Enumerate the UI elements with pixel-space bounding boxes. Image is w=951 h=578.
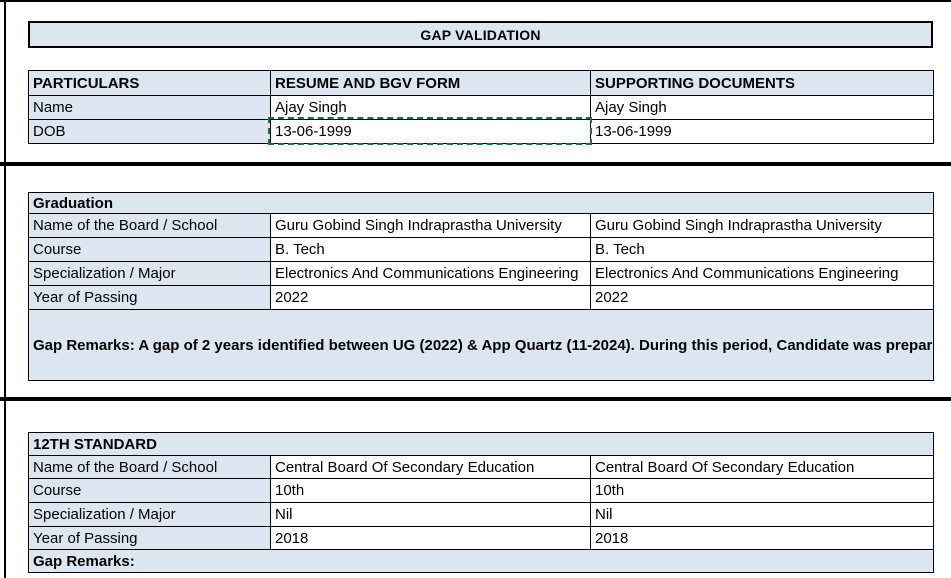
page-title-text: GAP VALIDATION: [420, 26, 541, 43]
dob-supporting-cell[interactable]: 13-06-1999: [590, 119, 934, 144]
twelfth-standard-table: 12TH STANDARD Name of the Board / School…: [27, 432, 935, 573]
page-left-border: [4, 0, 6, 578]
row-label-year-of-passing-12[interactable]: Year of Passing: [28, 526, 271, 550]
page-break-line-2: [0, 397, 951, 401]
column-header-resume-bgv[interactable]: RESUME AND BGV FORM: [270, 70, 591, 96]
row-label-year-of-passing[interactable]: Year of Passing: [28, 285, 271, 310]
name-resume-cell[interactable]: Ajay Singh: [270, 95, 591, 120]
grad-year-resume-cell[interactable]: 2022: [270, 285, 591, 310]
twelfth-specialization-resume-cell[interactable]: Nil: [270, 502, 591, 527]
grad-specialization-resume-cell[interactable]: Electronics And Communications Engineeri…: [270, 261, 591, 286]
grad-course-supporting-cell[interactable]: B. Tech: [590, 237, 934, 262]
row-label-specialization-12[interactable]: Specialization / Major: [28, 502, 271, 527]
page-title: GAP VALIDATION: [28, 21, 933, 48]
graduation-section-header[interactable]: Graduation: [28, 192, 934, 214]
graduation-gap-remarks-cell[interactable]: Gap Remarks: A gap of 2 years identified…: [28, 309, 934, 381]
row-label-name[interactable]: Name: [28, 95, 271, 120]
twelfth-year-resume-cell[interactable]: 2018: [270, 526, 591, 550]
twelfth-course-resume-cell[interactable]: 10th: [270, 478, 591, 503]
row-label-specialization[interactable]: Specialization / Major: [28, 261, 271, 286]
graduation-table: Graduation Name of the Board / School Gu…: [28, 192, 934, 381]
twelfth-year-supporting-cell[interactable]: 2018: [589, 526, 935, 550]
grad-board-supporting-cell[interactable]: Guru Gobind Singh Indraprastha Universit…: [590, 213, 934, 238]
twelfth-gap-remarks-cell[interactable]: Gap Remarks:: [27, 549, 935, 573]
row-label-board-school[interactable]: Name of the Board / School: [28, 213, 271, 238]
row-label-course[interactable]: Course: [28, 237, 271, 262]
grad-course-resume-cell[interactable]: B. Tech: [270, 237, 591, 262]
row-label-course-12[interactable]: Course: [28, 478, 271, 503]
grad-specialization-supporting-cell[interactable]: Electronics And Communications Engineeri…: [590, 261, 934, 286]
twelfth-specialization-supporting-cell[interactable]: Nil: [589, 502, 935, 527]
name-supporting-cell[interactable]: Ajay Singh: [590, 95, 934, 120]
column-header-particulars[interactable]: PARTICULARS: [28, 70, 271, 96]
twelfth-course-supporting-cell[interactable]: 10th: [589, 478, 935, 503]
grad-year-supporting-cell[interactable]: 2022: [590, 285, 934, 310]
grad-board-resume-cell[interactable]: Guru Gobind Singh Indraprastha Universit…: [270, 213, 591, 238]
twelfth-board-supporting-cell[interactable]: Central Board Of Secondary Education: [589, 455, 935, 479]
row-label-dob[interactable]: DOB: [28, 119, 271, 144]
page-top-border: [0, 0, 951, 2]
twelfth-section-header[interactable]: 12TH STANDARD: [27, 432, 935, 456]
twelfth-board-resume-cell[interactable]: Central Board Of Secondary Education: [270, 455, 591, 479]
dob-resume-cell[interactable]: 13-06-1999: [270, 119, 591, 144]
page-break-line-1: [0, 162, 951, 166]
row-label-board-school-12[interactable]: Name of the Board / School: [28, 455, 271, 479]
column-header-supporting-docs[interactable]: SUPPORTING DOCUMENTS: [590, 70, 934, 96]
particulars-table: PARTICULARS RESUME AND BGV FORM SUPPORTI…: [28, 70, 934, 144]
